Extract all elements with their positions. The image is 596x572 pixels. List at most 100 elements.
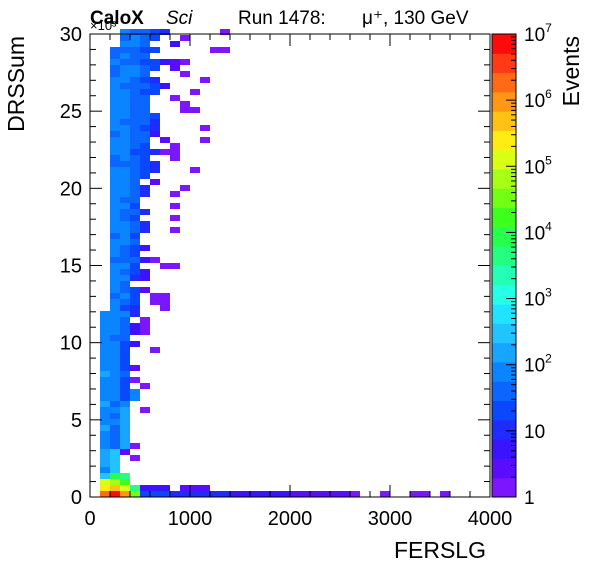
heatmap-cell xyxy=(110,419,120,425)
heatmap-cell xyxy=(160,137,170,143)
y-tick-label: 25 xyxy=(60,101,82,123)
x-axis-title: FERSLG xyxy=(394,537,486,563)
color-scale-segment xyxy=(492,188,516,209)
heatmap-cell xyxy=(120,203,130,209)
color-scale-axis: 1 10 102 103 104 105 106 107 xyxy=(506,21,552,509)
heatmap-cell xyxy=(110,143,120,149)
heatmap-cell xyxy=(100,455,110,461)
y-multiplier-label: ×10³ xyxy=(90,18,117,33)
heatmap-cell xyxy=(110,77,120,83)
heatmap-cell xyxy=(130,35,140,41)
heatmap-cell xyxy=(130,47,140,53)
heatmap-cell xyxy=(110,89,120,95)
heatmap-cell xyxy=(110,155,120,161)
heatmap-cell xyxy=(130,203,140,209)
heatmap-cell xyxy=(150,179,160,185)
heatmap-cell xyxy=(120,293,130,299)
heatmap-cell xyxy=(120,389,130,395)
heatmap-cell xyxy=(190,89,200,95)
heatmap-cell xyxy=(110,113,120,119)
heatmap-cell xyxy=(140,107,150,113)
heatmap-cell xyxy=(120,341,130,347)
heatmap-cell xyxy=(100,311,110,317)
heatmap-cell xyxy=(130,71,140,77)
y-tick-label: 10 xyxy=(60,333,82,355)
heatmap-cell xyxy=(110,317,120,323)
heatmap-cell xyxy=(140,491,150,497)
heatmap-cell xyxy=(120,155,130,161)
heatmap-cell xyxy=(110,281,120,287)
heatmap-cell xyxy=(110,473,120,479)
heatmap-cell xyxy=(130,125,140,131)
heatmap-cell xyxy=(140,53,150,59)
heatmap-cell xyxy=(110,221,120,227)
heatmap-cell xyxy=(110,323,120,329)
z-tick-label: 107 xyxy=(524,21,552,46)
heatmap-cell xyxy=(130,263,140,269)
heatmap-cell xyxy=(120,245,130,251)
heatmap-cell xyxy=(100,467,110,473)
heatmap-cell xyxy=(120,131,130,137)
heatmap-cell xyxy=(130,215,140,221)
heatmap-cell xyxy=(140,485,150,491)
heatmap-cell xyxy=(140,317,150,323)
x-tick-label: 0 xyxy=(84,508,95,530)
z-tick-label: 105 xyxy=(524,153,552,178)
heatmap-cell xyxy=(100,395,110,401)
heatmap-cell xyxy=(140,59,150,65)
heatmap-cell xyxy=(120,137,130,143)
heatmap-cell xyxy=(120,65,130,71)
heatmap-cell xyxy=(140,323,150,329)
color-scale-segment xyxy=(492,226,516,247)
heatmap-cell xyxy=(110,251,120,257)
heatmap-cell xyxy=(120,251,130,257)
heatmap-cell xyxy=(130,191,140,197)
heatmap-cell xyxy=(110,413,120,419)
heatmap-cell xyxy=(100,479,110,485)
heatmap-cell xyxy=(150,491,160,497)
heatmap-cell xyxy=(140,149,150,155)
heatmap-cell xyxy=(130,167,140,173)
heatmap-cell xyxy=(120,443,130,449)
heatmap-cell xyxy=(110,71,120,77)
heatmap-cell xyxy=(150,257,160,263)
heatmap-cell xyxy=(190,167,200,173)
heatmap-cell xyxy=(120,365,130,371)
heatmap-cell xyxy=(120,335,130,341)
heatmap-cell xyxy=(140,131,150,137)
heatmap-cell xyxy=(110,191,120,197)
color-scale-segment xyxy=(492,130,516,151)
heatmap-cell xyxy=(140,221,150,227)
heatmap-cell xyxy=(130,299,140,305)
heatmap-cell xyxy=(120,191,130,197)
heatmap-cell xyxy=(150,77,160,83)
heatmap-cell xyxy=(200,125,210,131)
heatmap-cell xyxy=(170,263,180,269)
heatmap-cell xyxy=(110,185,120,191)
heatmap-cell xyxy=(110,365,120,371)
heatmap-cell xyxy=(150,29,160,35)
heatmap-cell xyxy=(200,491,210,497)
heatmap-cell xyxy=(350,491,360,497)
heatmap-cell xyxy=(120,431,130,437)
heatmap-cell xyxy=(120,377,130,383)
heatmap-cell xyxy=(150,131,160,137)
heatmap-cell xyxy=(110,263,120,269)
heatmap-cell xyxy=(210,491,220,497)
heatmap-cell xyxy=(200,77,210,83)
heatmap-cell xyxy=(140,155,150,161)
heatmap-cell xyxy=(120,47,130,53)
heatmap-cell xyxy=(120,161,130,167)
color-scale-segment xyxy=(492,381,516,402)
heatmap-cell xyxy=(110,131,120,137)
heatmap-cell xyxy=(130,77,140,83)
heatmap-cell xyxy=(120,269,130,275)
heatmap-cell xyxy=(130,29,140,35)
heatmap-cell xyxy=(120,77,130,83)
heatmap-cell xyxy=(110,287,120,293)
heatmap-cell xyxy=(150,347,160,353)
heatmap-cell xyxy=(120,95,130,101)
x-tick-label: 2000 xyxy=(268,508,313,530)
heatmap-cell xyxy=(110,371,120,377)
